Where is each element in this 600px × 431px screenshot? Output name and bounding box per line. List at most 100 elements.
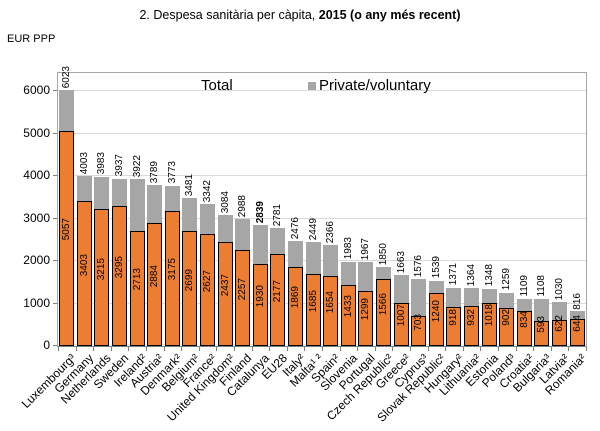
total-value-label-wrap: 3922: [128, 155, 146, 177]
x-axis-tick: [234, 347, 235, 351]
public-value-label-wrap: 2884: [146, 214, 164, 337]
public-value-label-wrap: 5057: [58, 122, 76, 337]
public-value-label: 622: [554, 315, 566, 333]
x-axis-tick: [392, 347, 394, 351]
public-value-label: 834: [518, 310, 530, 328]
x-axis-tick: [586, 347, 587, 351]
bar-group: 3983 3215: [93, 73, 111, 346]
bar-group: 3789 2884: [146, 73, 164, 346]
x-axis-tick: [198, 347, 200, 351]
y-axis-tick: [53, 217, 57, 219]
public-bar: [112, 206, 128, 346]
total-value-label: 2366: [325, 221, 337, 244]
public-value-label-wrap: 2713: [128, 222, 146, 337]
gridline: [58, 217, 586, 219]
public-value-label: 1240: [430, 299, 442, 322]
x-axis-tick: [374, 347, 376, 351]
total-value-label: 3983: [96, 152, 108, 175]
x-axis-tick: [146, 347, 147, 351]
x-axis-tick: [251, 347, 253, 351]
total-value-label: 1030: [554, 277, 566, 301]
y-axis-tick-label: 2000: [23, 253, 50, 267]
public-value-label-wrap: 2257: [234, 241, 252, 337]
x-axis-tick: [322, 347, 323, 351]
chart-title: 2. Despesa sanitària per càpita, 2015 (o…: [0, 8, 600, 22]
total-value-label: 1663: [395, 251, 407, 274]
total-value-label: 3342: [202, 179, 214, 202]
bar-group: 1663 1007: [392, 73, 410, 346]
x-axis-tick: [550, 347, 552, 351]
public-value-label-wrap: 1299: [357, 282, 375, 337]
public-value-label-wrap: 932: [463, 297, 481, 337]
public-value-label: 1654: [325, 290, 337, 313]
bar-group: 6023 5057: [58, 66, 76, 346]
total-value-label-wrap: 3773: [164, 161, 182, 183]
public-bar: [552, 319, 568, 346]
total-value-label-wrap: 1109: [516, 275, 534, 297]
y-axis-tick-label: 6000: [23, 83, 50, 97]
x-axis-tick: [128, 347, 130, 351]
bar-group: 1967 1299: [357, 73, 375, 346]
public-bar: [164, 211, 180, 346]
y-axis-tick-label: 5000: [23, 125, 50, 140]
total-value-label: 2449: [307, 217, 319, 240]
public-value-label-wrap: 1240: [428, 284, 446, 337]
y-axis-tick-label: 4000: [23, 168, 50, 182]
total-value-label-wrap: 3789: [146, 161, 164, 183]
bar-group: 2366 1654: [322, 73, 340, 346]
total-value-label-wrap: 1663: [392, 251, 410, 273]
public-bar: [147, 223, 163, 346]
total-value-label: 6023: [61, 65, 73, 88]
total-value-label-wrap: 1108: [533, 275, 551, 297]
public-value-label-wrap: 2699: [181, 222, 199, 337]
total-value-label-wrap: 2839: [252, 201, 270, 223]
legend-total-label: Total: [201, 77, 233, 94]
public-bar: [446, 307, 462, 346]
bar-group: 1030 622: [551, 73, 569, 346]
public-bar: [59, 131, 75, 346]
total-value-label: 1967: [360, 238, 372, 261]
public-value-label: 2713: [131, 268, 143, 291]
bar-group: 1539 1240: [428, 73, 446, 346]
x-axis-tick: [410, 347, 411, 351]
bar-group: 3922 2713: [128, 73, 146, 346]
public-bar: [200, 234, 216, 346]
total-value-label: 1576: [413, 254, 425, 277]
bar-group: 1364 932: [463, 73, 481, 346]
x-axis-tick: [427, 347, 429, 351]
x-axis-tick: [286, 347, 288, 351]
x-axis-tick: [339, 347, 341, 351]
public-bar: [235, 250, 251, 346]
public-bar: [464, 306, 480, 346]
total-value-label: 1850: [378, 243, 390, 266]
bar-group: 2781 2177: [269, 73, 287, 346]
gridline: [58, 302, 586, 304]
x-axis-tick: [75, 347, 77, 351]
y-axis-tick: [53, 132, 57, 134]
total-value-label: 3922: [131, 155, 143, 178]
gridline: [58, 132, 586, 134]
x-axis-tick: [445, 347, 447, 351]
public-value-label-wrap: 834: [516, 302, 534, 337]
total-value-label-wrap: 3481: [181, 174, 199, 196]
total-value-label-wrap: 1030: [551, 278, 569, 300]
public-value-label: 1299: [360, 298, 372, 321]
total-value-label: 1348: [483, 264, 495, 287]
total-value-label: 1539: [430, 256, 442, 279]
bar-group: 4003 3403: [76, 73, 94, 346]
public-value-label-wrap: 593: [533, 312, 551, 337]
public-value-label: 2699: [184, 268, 196, 291]
public-value-label-wrap: 1685: [304, 265, 322, 337]
public-value-label: 644: [571, 314, 583, 332]
public-bar: [393, 303, 409, 346]
legend-swatch-private-icon: [308, 81, 316, 90]
public-value-label-wrap: 3175: [164, 202, 182, 337]
public-bar: [428, 293, 444, 346]
public-value-label: 2257: [237, 277, 249, 301]
total-value-label-wrap: 2476: [287, 217, 305, 239]
x-axis-tick: [357, 347, 359, 351]
bar-group: 3937 3295: [111, 73, 129, 346]
public-bar: [217, 242, 233, 346]
x-axis-tick: [480, 347, 482, 351]
